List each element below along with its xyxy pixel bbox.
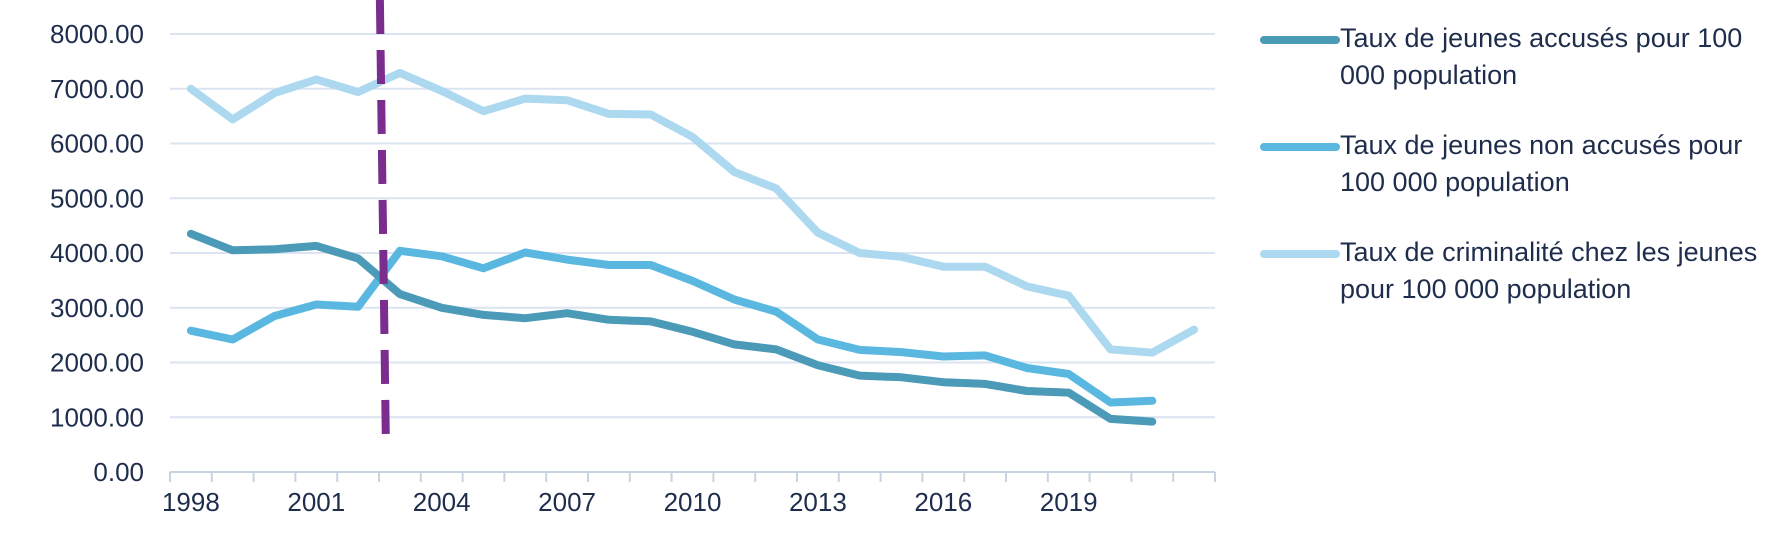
legend-swatch [1260, 36, 1340, 44]
y-tick-label: 0.00 [93, 457, 144, 487]
gridlines [170, 33, 1215, 419]
legend-item-non-accuses: Taux de jeunes non accusés pour 100 000 … [1260, 127, 1765, 201]
legend-label: Taux de jeunes non accusés pour 100 000 … [1340, 130, 1743, 197]
x-tick-label: 2013 [789, 487, 847, 517]
x-axis: 1998 2001 2004 2007 2010 2013 2016 2019 [162, 471, 1216, 517]
y-tick-label: 7000.00 [50, 74, 144, 104]
y-tick-label: 8000.00 [50, 19, 144, 49]
legend-label: Taux de criminalité chez les jeunes pour… [1340, 237, 1758, 304]
y-tick-label: 6000.00 [50, 129, 144, 159]
x-tick-label: 2016 [914, 487, 972, 517]
y-tick-label: 1000.00 [50, 402, 144, 432]
legend-swatch [1260, 250, 1340, 258]
legend-item-accuses: Taux de jeunes accusés pour 100 000 popu… [1260, 20, 1765, 94]
legend-item-criminalite: Taux de criminalité chez les jeunes pour… [1260, 234, 1765, 308]
series-line-1 [186, 246, 1157, 407]
vertical-marker-line [375, 0, 390, 445]
y-tick-label: 2000.00 [50, 348, 144, 378]
x-tick-label: 2010 [664, 487, 722, 517]
y-axis: 0.00 1000.00 2000.00 3000.00 4000.00 5000.00 6… [50, 19, 144, 487]
series-line-2 [186, 68, 1199, 357]
x-tick-label: 1998 [162, 487, 220, 517]
legend: Taux de jeunes accusés pour 100 000 popu… [1260, 20, 1765, 341]
series-lines [186, 68, 1199, 426]
x-tick-label: 2004 [413, 487, 471, 517]
x-tick-label: 2001 [287, 487, 345, 517]
y-tick-label: 4000.00 [50, 238, 144, 268]
y-tick-label: 3000.00 [50, 293, 144, 323]
x-tick-label: 2019 [1040, 487, 1098, 517]
line-chart: 0.00 1000.00 2000.00 3000.00 4000.00 5000.00 6… [50, 0, 1216, 517]
legend-swatch [1260, 143, 1340, 151]
series-line-0 [186, 229, 1157, 426]
legend-label: Taux de jeunes accusés pour 100 000 popu… [1340, 23, 1743, 90]
vertical-marker [375, 0, 390, 445]
y-tick-label: 5000.00 [50, 183, 144, 213]
x-tick-label: 2007 [538, 487, 596, 517]
